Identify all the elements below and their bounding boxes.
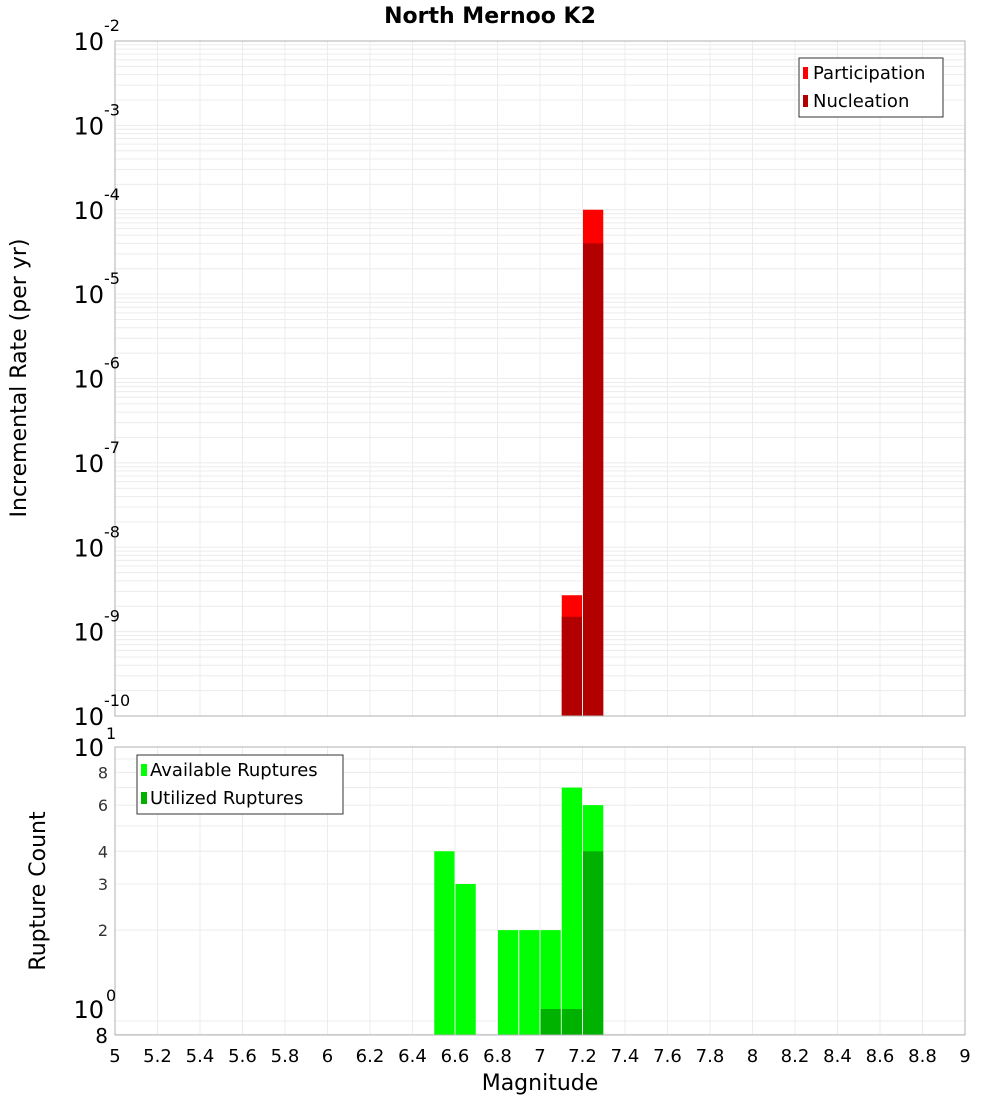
bar-utilized-ruptures bbox=[540, 1009, 561, 1035]
x-tick-label: 8.8 bbox=[908, 1046, 937, 1067]
x-tick-label: 6 bbox=[322, 1046, 333, 1067]
y-tick-label: 6 bbox=[98, 796, 108, 815]
y-tick-label: 10 bbox=[73, 281, 104, 309]
y-tick-exponent: -7 bbox=[104, 438, 120, 457]
x-axis-label: Magnitude bbox=[482, 1071, 599, 1096]
y-tick-label: 8 bbox=[95, 1024, 108, 1048]
y-tick-exponent: -8 bbox=[104, 522, 120, 541]
y-tick-label: 10 bbox=[73, 28, 104, 56]
x-tick-label: 8 bbox=[747, 1046, 758, 1067]
y-tick-label: 2 bbox=[98, 921, 108, 940]
legend-swatch bbox=[803, 95, 808, 107]
y-tick-label: 10 bbox=[73, 734, 104, 762]
x-tick-label: 5.6 bbox=[228, 1046, 257, 1067]
y-tick-label: 10 bbox=[73, 534, 104, 562]
bar-nucleation bbox=[583, 243, 604, 717]
bar-utilized-ruptures bbox=[583, 851, 604, 1035]
bar-available-ruptures bbox=[455, 883, 476, 1035]
legend-swatch bbox=[803, 67, 808, 79]
y-tick-exponent: -5 bbox=[104, 269, 120, 288]
y-tick-exponent: -2 bbox=[104, 16, 120, 35]
chart-title: North Mernoo K2 bbox=[384, 4, 596, 29]
y-tick-label: 10 bbox=[73, 112, 104, 140]
x-tick-label: 5.4 bbox=[186, 1046, 215, 1067]
x-tick-label: 8.4 bbox=[823, 1046, 852, 1067]
y-tick-label: 8 bbox=[98, 763, 108, 782]
legend-label: Participation bbox=[813, 63, 925, 84]
bar-available-ruptures bbox=[540, 930, 561, 1035]
x-tick-label: 8.2 bbox=[781, 1046, 810, 1067]
top-y-axis-label: Incremental Rate (per yr) bbox=[7, 239, 32, 518]
y-tick-label: 3 bbox=[98, 875, 108, 894]
y-tick-exponent: -9 bbox=[104, 607, 120, 626]
y-tick-exponent: -6 bbox=[104, 354, 120, 373]
x-tick-label: 8.6 bbox=[866, 1046, 895, 1067]
bar-available-ruptures bbox=[561, 787, 582, 1035]
bar-available-ruptures bbox=[434, 851, 455, 1035]
x-tick-label: 6.6 bbox=[441, 1046, 470, 1067]
x-tick-label: 6.4 bbox=[398, 1046, 427, 1067]
y-tick-label: 10 bbox=[73, 703, 104, 731]
x-tick-label: 5.8 bbox=[271, 1046, 300, 1067]
y-tick-label: 10 bbox=[73, 450, 104, 478]
bar-available-ruptures bbox=[519, 930, 540, 1035]
y-tick-label: 10 bbox=[73, 996, 104, 1024]
y-tick-label: 10 bbox=[73, 197, 104, 225]
bar-available-ruptures bbox=[498, 930, 519, 1035]
x-tick-label: 7.8 bbox=[696, 1046, 725, 1067]
bottom-y-axis-label: Rupture Count bbox=[26, 811, 51, 971]
y-tick-label: 4 bbox=[98, 842, 108, 861]
x-tick-label: 7.2 bbox=[568, 1046, 597, 1067]
y-tick-exponent: 1 bbox=[106, 724, 116, 743]
y-tick-exponent: 0 bbox=[106, 986, 116, 1005]
x-tick-label: 9 bbox=[959, 1046, 970, 1067]
x-tick-label: 5.2 bbox=[143, 1046, 172, 1067]
y-tick-label: 10 bbox=[73, 619, 104, 647]
legend-label: Available Ruptures bbox=[150, 760, 318, 781]
x-tick-label: 7 bbox=[534, 1046, 545, 1067]
x-tick-label: 6.2 bbox=[356, 1046, 385, 1067]
x-tick-label: 7.4 bbox=[611, 1046, 640, 1067]
y-tick-exponent: -10 bbox=[104, 691, 130, 710]
y-tick-label: 10 bbox=[73, 366, 104, 394]
x-tick-label: 6.8 bbox=[483, 1046, 512, 1067]
legend-label: Utilized Ruptures bbox=[150, 788, 303, 809]
bottom-legend: Available Ruptures Utilized Ruptures bbox=[136, 754, 344, 815]
legend-swatch bbox=[141, 792, 147, 804]
x-tick-label: 5 bbox=[109, 1046, 120, 1067]
y-tick-exponent: -4 bbox=[104, 185, 120, 204]
bar-utilized-ruptures bbox=[561, 1009, 582, 1035]
top-plot: 10-210-310-410-510-610-710-810-910-10Inc… bbox=[7, 16, 966, 731]
y-tick-exponent: -3 bbox=[104, 100, 120, 119]
legend-swatch bbox=[141, 764, 147, 776]
x-tick-label: 7.6 bbox=[653, 1046, 682, 1067]
bar-nucleation bbox=[561, 616, 582, 716]
top-legend: Participation Nucleation bbox=[798, 57, 944, 118]
legend-label: Nucleation bbox=[813, 91, 909, 112]
